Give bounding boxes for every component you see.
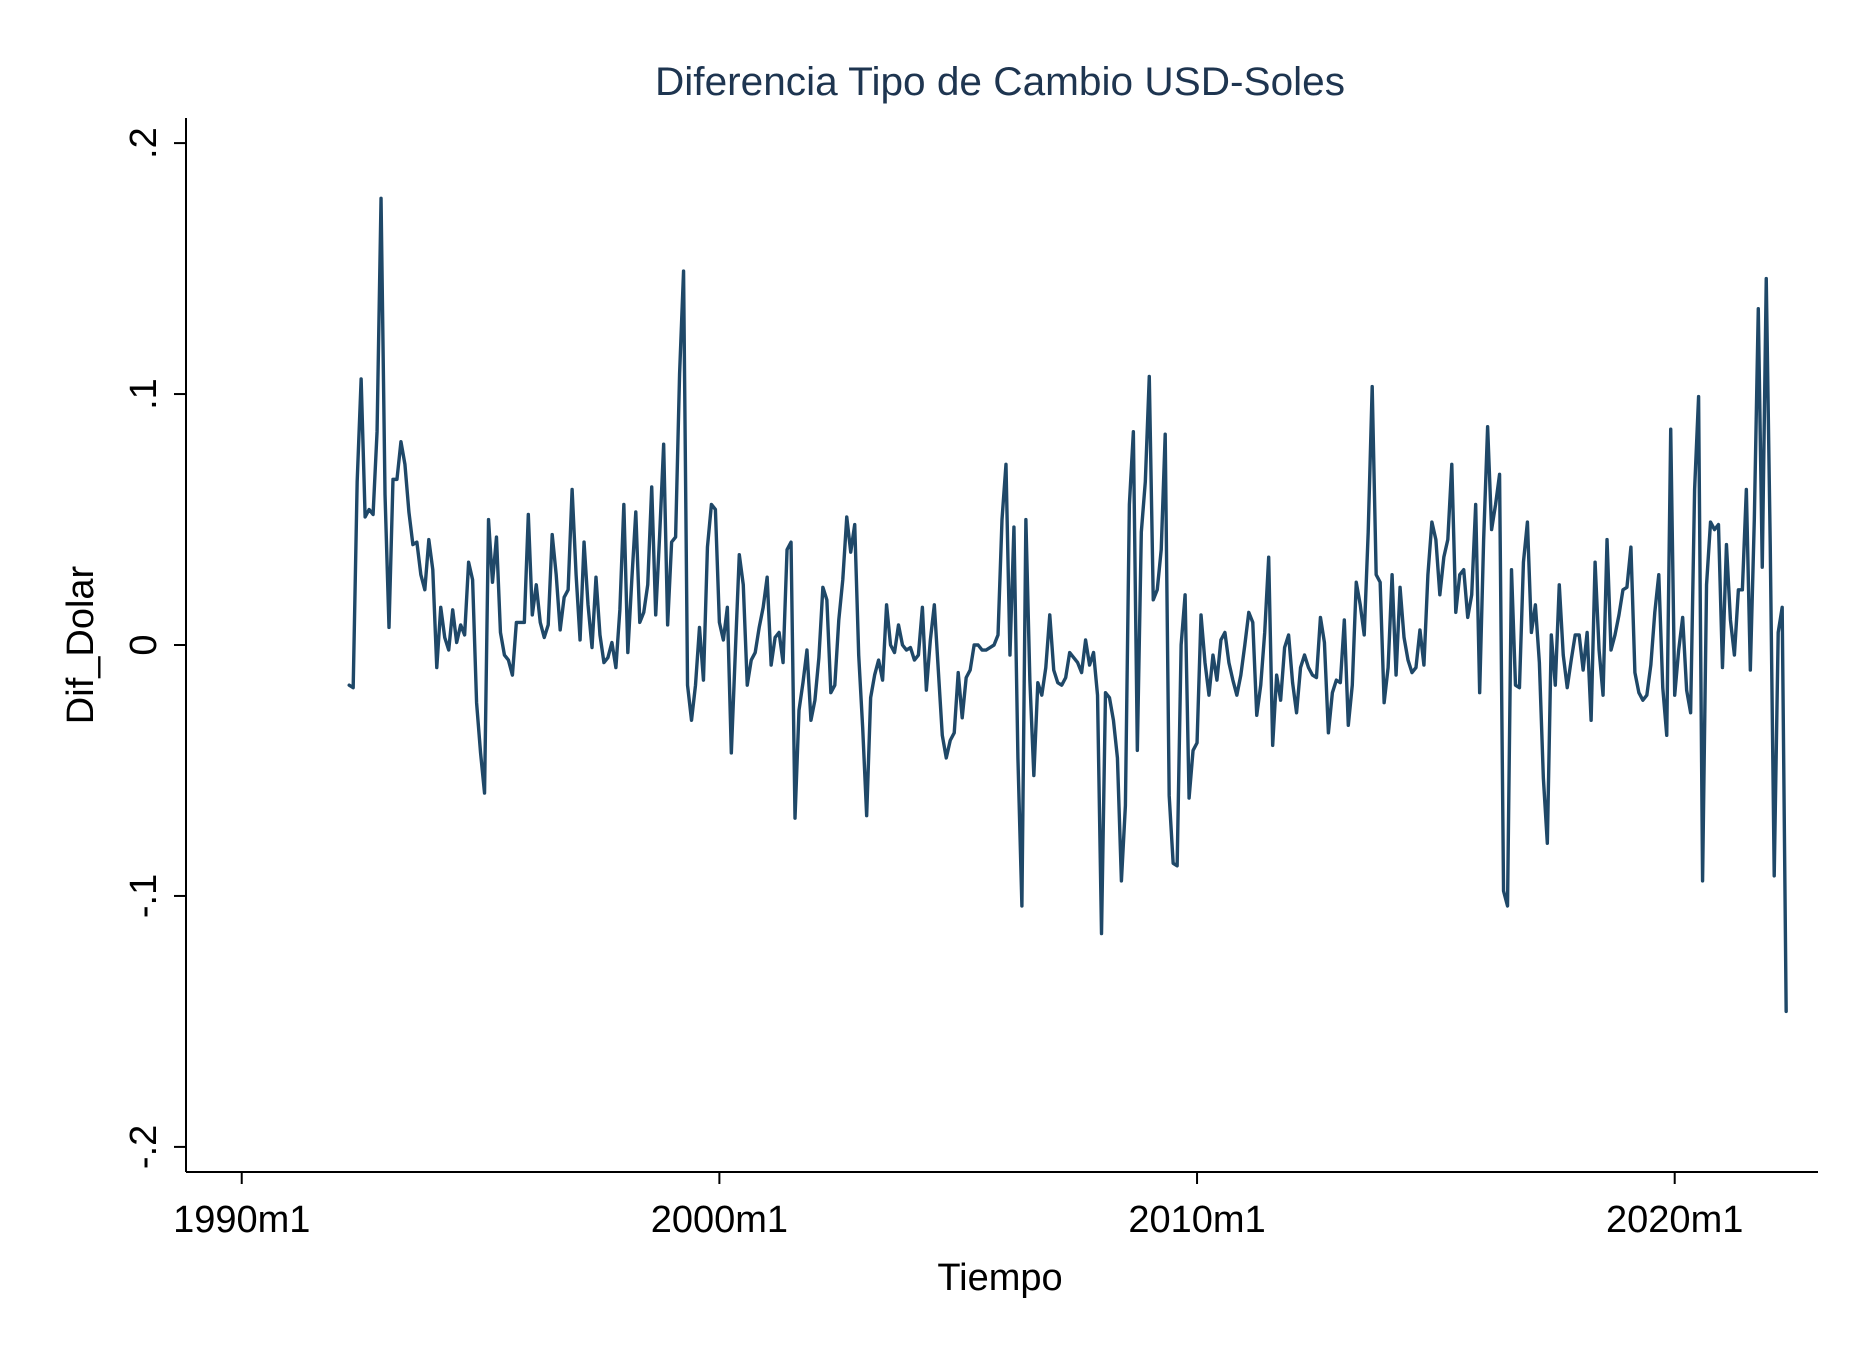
y-tick-label: .1 (123, 378, 165, 410)
x-tick-label: 2000m1 (651, 1199, 788, 1241)
y-tick-label: 0 (123, 634, 165, 655)
y-tick-label: -.2 (123, 1125, 165, 1169)
series-line (347, 196, 1788, 1014)
x-tick-label: 2020m1 (1606, 1199, 1743, 1241)
chart-title: Diferencia Tipo de Cambio USD-Soles (655, 60, 1345, 104)
x-tick-label: 1990m1 (173, 1199, 310, 1241)
x-ticks: 1990m1 2000m1 2010m1 2020m1 (173, 1172, 1743, 1241)
y-tick-label: .2 (123, 127, 165, 159)
y-ticks: -.2 -.1 0 .1 .2 (123, 127, 186, 1169)
y-axis-label: Dif_Dolar (60, 565, 102, 724)
x-axis-label: Tiempo (937, 1257, 1062, 1299)
y-tick-label: -.1 (123, 874, 165, 918)
x-tick-label: 2010m1 (1128, 1199, 1265, 1241)
